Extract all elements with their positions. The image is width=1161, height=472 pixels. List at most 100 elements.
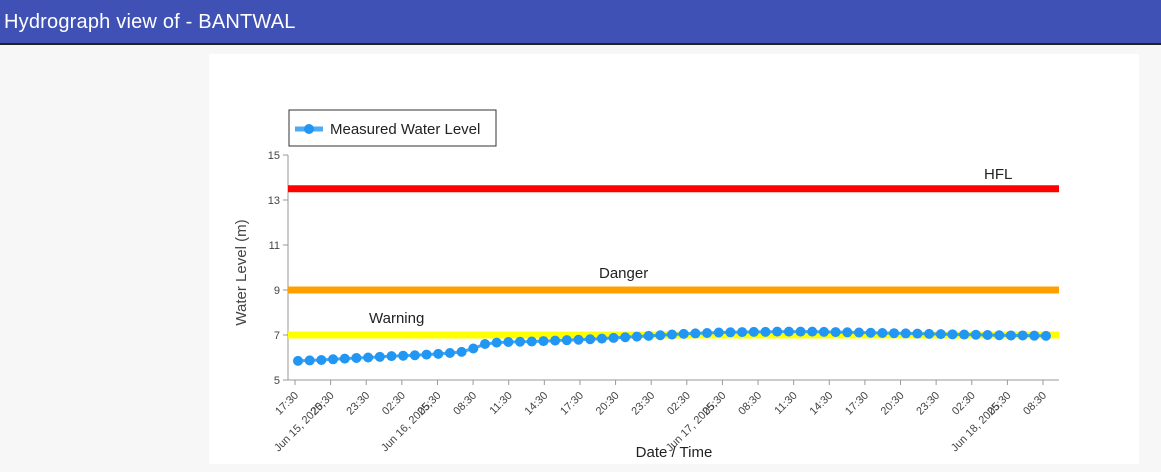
x-tick-label: 23:30 — [344, 390, 372, 418]
data-point — [293, 355, 303, 366]
data-point — [900, 328, 911, 339]
x-tick-label: 23:30 — [629, 390, 657, 418]
data-point — [737, 327, 748, 338]
data-point — [970, 329, 981, 340]
warning-threshold-label: Warning — [369, 310, 424, 327]
x-tick-label: 02:30 — [380, 390, 408, 418]
data-point — [1017, 330, 1028, 341]
data-point — [480, 339, 490, 349]
data-point — [854, 327, 864, 338]
data-point — [608, 332, 619, 343]
data-point — [316, 354, 327, 365]
x-tick-label: 08:30 — [1021, 390, 1049, 418]
x-tick-label: 17:30 — [558, 390, 586, 418]
x-tick-label: 20:30 — [879, 390, 907, 418]
data-point — [456, 346, 467, 357]
y-tick-label: 15 — [268, 150, 280, 162]
data-point — [421, 349, 432, 360]
x-tick-label: 02:30 — [665, 390, 693, 418]
legend-label: Measured Water Level — [330, 121, 480, 138]
data-point — [772, 326, 783, 337]
legend-box — [288, 109, 497, 147]
data-point — [363, 352, 374, 363]
data-point — [713, 327, 724, 338]
data-point — [631, 331, 642, 342]
x-tick-label: 08:30 — [736, 390, 764, 418]
y-tick-label: 11 — [269, 240, 280, 252]
data-point — [468, 343, 479, 354]
data-point — [889, 328, 900, 339]
data-point — [444, 348, 455, 358]
header-bar: Hydrograph view of - BANTWAL — [0, 0, 1161, 45]
data-point — [748, 326, 759, 337]
x-tick-label: 17:30 — [273, 390, 301, 418]
data-point — [655, 330, 666, 341]
legend-swatch-dot — [304, 124, 314, 134]
x-tick-label: 23:30 — [914, 390, 942, 418]
data-point — [982, 330, 993, 340]
x-tick-label: 20:30 — [594, 390, 622, 418]
x-axis-title: Date / Time — [636, 444, 713, 461]
data-point — [1005, 330, 1016, 341]
data-point — [304, 355, 315, 366]
y-axis-title: Water Level (m) — [233, 219, 250, 325]
data-point — [491, 337, 502, 348]
y-tick-label: 13 — [268, 195, 280, 207]
data-point — [795, 326, 806, 337]
data-point — [643, 330, 654, 341]
data-point — [947, 329, 958, 340]
data-point — [935, 329, 946, 340]
data-point — [386, 351, 397, 362]
data-point — [515, 336, 526, 347]
y-tick-label: 9 — [274, 285, 280, 297]
data-point — [328, 354, 339, 365]
data-point — [877, 327, 888, 338]
data-point — [924, 328, 935, 339]
data-point — [994, 330, 1005, 341]
data-point — [1029, 330, 1040, 341]
data-point — [351, 352, 362, 363]
data-point — [842, 327, 853, 338]
data-point — [398, 350, 409, 361]
data-point — [690, 328, 701, 339]
data-point — [783, 326, 794, 337]
x-tick-label: 08:30 — [451, 390, 479, 418]
data-point — [596, 333, 607, 344]
data-point — [526, 336, 537, 347]
data-point — [374, 351, 385, 362]
data-point — [585, 334, 596, 345]
x-tick-label: 14:30 — [523, 390, 551, 418]
data-point — [433, 348, 444, 359]
data-point — [573, 334, 584, 345]
data-point — [807, 326, 818, 337]
data-point — [1041, 330, 1051, 341]
x-tick-label: 11:30 — [772, 390, 799, 417]
page-title: Hydrograph view of - BANTWAL — [4, 11, 296, 33]
x-tick-label: 17:30 — [843, 390, 871, 418]
data-point — [339, 353, 350, 364]
data-point — [959, 329, 970, 340]
data-point — [725, 327, 736, 338]
hfl-threshold-label: HFL — [984, 166, 1012, 183]
data-point — [830, 327, 841, 338]
danger-threshold-label: Danger — [599, 265, 648, 282]
data-point — [912, 328, 923, 339]
data-point — [538, 336, 549, 347]
x-tick-label: 02:30 — [950, 390, 978, 418]
y-tick-label: 5 — [274, 375, 280, 387]
data-point — [620, 332, 631, 343]
data-point — [702, 327, 713, 338]
data-point — [667, 329, 677, 340]
data-point — [865, 327, 876, 338]
x-tick-label: 14:30 — [807, 390, 835, 418]
data-point — [760, 326, 771, 337]
data-point — [409, 350, 420, 361]
chart-panel: 5 7 9 11 13 15 HFL Danger Warning 17:30 20:30 Jun 1… — [209, 54, 1139, 464]
data-point — [503, 336, 514, 347]
y-tick-label: 7 — [274, 330, 280, 342]
data-point — [550, 335, 561, 346]
x-tick-label: 11:30 — [487, 390, 514, 417]
data-point — [678, 328, 689, 339]
data-point — [818, 326, 829, 337]
